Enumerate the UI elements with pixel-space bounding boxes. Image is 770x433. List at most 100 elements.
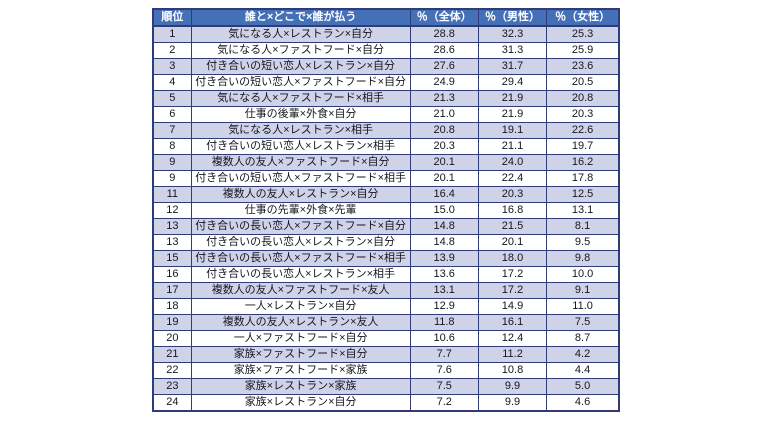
rank-cell: 13 — [152, 234, 192, 251]
male-cell: 21.9 — [477, 106, 548, 123]
rank-cell: 11 — [152, 186, 192, 203]
rank-cell: 5 — [152, 90, 192, 107]
rank-cell: 7 — [152, 122, 192, 139]
female-cell: 9.1 — [546, 282, 620, 299]
rank-cell: 20 — [152, 330, 192, 347]
combo-cell: 付き合いの短い恋人×レストラン×相手 — [190, 138, 411, 155]
female-cell: 16.2 — [546, 154, 620, 171]
female-cell: 23.6 — [546, 58, 620, 75]
female-cell: 25.3 — [546, 25, 620, 43]
female-cell: 17.8 — [546, 170, 620, 187]
total-cell: 14.8 — [409, 234, 479, 251]
combo-cell: 仕事の先輩×外食×先輩 — [190, 202, 411, 219]
combo-cell: 家族×レストラン×自分 — [190, 394, 411, 412]
female-cell: 4.2 — [546, 346, 620, 363]
table-row: 16 付き合いの長い恋人×レストラン×相手 13.6 17.2 10.0 — [152, 266, 620, 283]
combo-cell: 複数人の友人×レストラン×友人 — [190, 314, 411, 331]
table-row: 3 付き合いの短い恋人×レストラン×自分 27.6 31.7 23.6 — [152, 58, 620, 75]
rank-cell: 17 — [152, 282, 192, 299]
total-cell: 21.0 — [409, 106, 479, 123]
male-cell: 10.8 — [477, 362, 548, 379]
total-cell: 15.0 — [409, 202, 479, 219]
table-row: 15 付き合いの長い恋人×ファストフード×相手 13.9 18.0 9.8 — [152, 250, 620, 267]
combo-cell: 複数人の友人×ファストフード×友人 — [190, 282, 411, 299]
male-cell: 18.0 — [477, 250, 548, 267]
male-cell: 21.9 — [477, 90, 548, 107]
male-cell: 19.1 — [477, 122, 548, 139]
female-cell: 8.7 — [546, 330, 620, 347]
total-cell: 10.6 — [409, 330, 479, 347]
combo-cell: 付き合いの長い恋人×レストラン×相手 — [190, 266, 411, 283]
rank-cell: 6 — [152, 106, 192, 123]
table-row: 23 家族×レストラン×家族 7.5 9.9 5.0 — [152, 378, 620, 395]
total-cell: 12.9 — [409, 298, 479, 315]
total-cell: 13.6 — [409, 266, 479, 283]
female-cell: 25.9 — [546, 42, 620, 59]
table-row: 5 気になる人×ファストフード×相手 21.3 21.9 20.8 — [152, 90, 620, 107]
female-cell: 8.1 — [546, 218, 620, 235]
header-row: 順位 誰と×どこで×誰が払う ％（全体） ％（男性） ％（女性） — [152, 8, 620, 27]
rank-cell: 15 — [152, 250, 192, 267]
table-row: 13 付き合いの長い恋人×レストラン×自分 14.8 20.1 9.5 — [152, 234, 620, 251]
male-cell: 14.9 — [477, 298, 548, 315]
rank-cell: 24 — [152, 394, 192, 412]
total-cell: 21.3 — [409, 90, 479, 107]
female-cell: 19.7 — [546, 138, 620, 155]
combo-cell: 付き合いの短い恋人×レストラン×自分 — [190, 58, 411, 75]
total-cell: 13.9 — [409, 250, 479, 267]
female-cell: 9.5 — [546, 234, 620, 251]
female-cell: 22.6 — [546, 122, 620, 139]
combo-cell: 気になる人×レストラン×相手 — [190, 122, 411, 139]
male-cell: 31.3 — [477, 42, 548, 59]
male-cell: 22.4 — [477, 170, 548, 187]
male-cell: 12.4 — [477, 330, 548, 347]
table-row: 6 仕事の後輩×外食×自分 21.0 21.9 20.3 — [152, 106, 620, 123]
table-row: 9 複数人の友人×ファストフード×自分 20.1 24.0 16.2 — [152, 154, 620, 171]
male-cell: 20.1 — [477, 234, 548, 251]
combo-cell: 仕事の後輩×外食×自分 — [190, 106, 411, 123]
column-header-rank: 順位 — [152, 8, 192, 27]
combo-cell: 一人×ファストフード×自分 — [190, 330, 411, 347]
combo-cell: 付き合いの長い恋人×レストラン×自分 — [190, 234, 411, 251]
column-header-total: ％（全体） — [409, 8, 479, 27]
rank-cell: 4 — [152, 74, 192, 91]
female-cell: 5.0 — [546, 378, 620, 395]
male-cell: 24.0 — [477, 154, 548, 171]
female-cell: 4.6 — [546, 394, 620, 412]
rank-cell: 12 — [152, 202, 192, 219]
rank-cell: 18 — [152, 298, 192, 315]
female-cell: 13.1 — [546, 202, 620, 219]
table-row: 12 仕事の先輩×外食×先輩 15.0 16.8 13.1 — [152, 202, 620, 219]
table-row: 9 付き合いの短い恋人×ファストフード×相手 20.1 22.4 17.8 — [152, 170, 620, 187]
rank-cell: 19 — [152, 314, 192, 331]
combo-cell: 気になる人×ファストフード×相手 — [190, 90, 411, 107]
male-cell: 32.3 — [477, 25, 548, 43]
rank-cell: 1 — [152, 25, 192, 43]
ranking-table-container: 順位 誰と×どこで×誰が払う ％（全体） ％（男性） ％（女性） 1 気になる人×… — [152, 8, 620, 412]
combo-cell: 付き合いの長い恋人×ファストフード×相手 — [190, 250, 411, 267]
male-cell: 9.9 — [477, 378, 548, 395]
table-row: 17 複数人の友人×ファストフード×友人 13.1 17.2 9.1 — [152, 282, 620, 299]
male-cell: 29.4 — [477, 74, 548, 91]
male-cell: 17.2 — [477, 266, 548, 283]
table-row: 13 付き合いの長い恋人×ファストフード×自分 14.8 21.5 8.1 — [152, 218, 620, 235]
female-cell: 9.8 — [546, 250, 620, 267]
total-cell: 27.6 — [409, 58, 479, 75]
rank-cell: 13 — [152, 218, 192, 235]
table-row: 20 一人×ファストフード×自分 10.6 12.4 8.7 — [152, 330, 620, 347]
table-row: 22 家族×ファストフード×家族 7.6 10.8 4.4 — [152, 362, 620, 379]
table-row: 1 気になる人×レストラン×自分 28.8 32.3 25.3 — [152, 25, 620, 43]
rank-cell: 2 — [152, 42, 192, 59]
female-cell: 11.0 — [546, 298, 620, 315]
female-cell: 20.8 — [546, 90, 620, 107]
total-cell: 20.3 — [409, 138, 479, 155]
table-row: 21 家族×ファストフード×自分 7.7 11.2 4.2 — [152, 346, 620, 363]
table-row: 2 気になる人×ファストフード×自分 28.6 31.3 25.9 — [152, 42, 620, 59]
female-cell: 10.0 — [546, 266, 620, 283]
total-cell: 7.5 — [409, 378, 479, 395]
male-cell: 21.5 — [477, 218, 548, 235]
rank-cell: 9 — [152, 154, 192, 171]
column-header-female: ％（女性） — [546, 8, 620, 27]
female-cell: 7.5 — [546, 314, 620, 331]
